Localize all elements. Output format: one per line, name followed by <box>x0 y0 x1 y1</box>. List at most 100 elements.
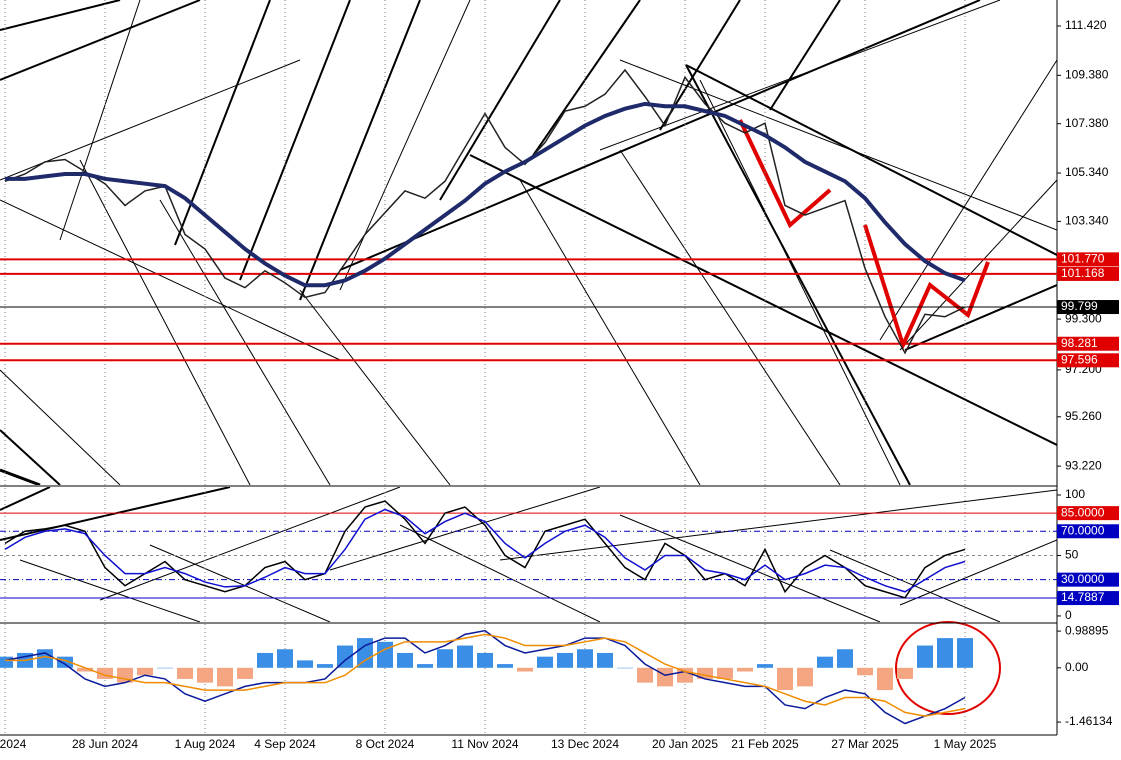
level-label: 98.281 <box>1061 336 1098 350</box>
y-tick-label: 99.300 <box>1065 311 1102 325</box>
histogram-bar <box>537 656 553 668</box>
level-tag <box>1057 252 1119 267</box>
histogram-bar <box>277 649 293 668</box>
series-line <box>4 500 966 599</box>
level-tag <box>1057 506 1119 521</box>
level-tag <box>1057 524 1119 539</box>
y-tick-label: 105.340 <box>1065 165 1109 179</box>
histogram-bar <box>557 652 573 668</box>
histogram-bar <box>397 652 413 668</box>
x-tick-label: 27 Mar 2025 <box>831 737 899 751</box>
histogram-bar <box>377 641 393 668</box>
histogram-bar <box>917 645 933 668</box>
histogram-bar <box>97 667 113 679</box>
histogram-bar <box>497 664 513 668</box>
histogram-bar <box>937 638 953 668</box>
y-tick-label: 0 <box>1065 608 1072 622</box>
level-tag <box>1057 300 1119 315</box>
x-tick-label: 1 Aug 2024 <box>175 737 236 751</box>
y-tick-label: -1.46134 <box>1065 714 1113 728</box>
histogram-bar <box>477 652 493 668</box>
histogram-bar <box>577 649 593 668</box>
level-tag <box>1057 591 1119 606</box>
forecast-arrow <box>738 119 832 229</box>
histogram-bar <box>177 667 193 679</box>
histogram-bar <box>337 645 353 668</box>
highlight-circle <box>895 621 1001 715</box>
histogram-bar <box>197 667 213 683</box>
series-line <box>5 633 966 717</box>
histogram-bar <box>57 656 73 668</box>
histogram-bar <box>857 667 873 676</box>
histogram-bar <box>797 667 813 687</box>
histogram-bar <box>697 667 713 679</box>
histogram-bar <box>357 638 373 668</box>
x-tick-label: 20 Jan 2025 <box>652 737 718 751</box>
histogram-bar <box>257 652 273 668</box>
histogram-bar <box>837 649 853 668</box>
histogram-bar <box>657 667 673 687</box>
histogram-bar <box>237 667 253 679</box>
trend-lines <box>0 0 1057 485</box>
series-line <box>5 101 966 288</box>
oscillator-trend-lines <box>0 487 1057 622</box>
level-label: 101.770 <box>1061 252 1105 266</box>
x-tick-label: 11 Nov 2024 <box>451 737 518 751</box>
level-label: 101.168 <box>1061 266 1105 280</box>
y-tick-label: 100 <box>1065 487 1085 501</box>
x-tick-label: 8 Oct 2024 <box>356 737 415 751</box>
forecast-arrow <box>863 224 990 351</box>
level-label: 14.7887 <box>1061 590 1105 604</box>
histogram-bar <box>437 649 453 668</box>
series-line <box>4 508 966 593</box>
histogram-bar <box>317 664 333 668</box>
histogram-bar <box>157 667 173 669</box>
histogram-bar <box>817 656 833 668</box>
level-label: 97.596 <box>1061 352 1098 366</box>
histogram-bar <box>517 667 533 672</box>
histogram-bar <box>137 667 153 676</box>
x-tick-label: 28 Jun 2024 <box>72 737 138 751</box>
y-tick-label: 109.380 <box>1065 68 1109 82</box>
level-tag <box>1057 353 1119 368</box>
level-label: 70.0000 <box>1061 523 1105 537</box>
x-tick-label: ay 2024 <box>0 737 27 751</box>
level-label: 85.0000 <box>1061 505 1105 519</box>
histogram-bar <box>717 667 733 679</box>
level-tag <box>1057 572 1119 587</box>
histogram-bar <box>957 638 973 668</box>
histogram-bar <box>877 667 893 691</box>
y-tick-label: 0.00 <box>1065 660 1089 674</box>
x-tick-label: 1 May 2025 <box>934 737 997 751</box>
histogram-bar <box>457 645 473 668</box>
level-label: 99.799 <box>1061 299 1098 313</box>
histogram-bar <box>777 667 793 691</box>
y-tick-label: 0.98895 <box>1065 623 1109 637</box>
histogram-bar <box>597 652 613 668</box>
x-tick-label: 4 Sep 2024 <box>254 737 316 751</box>
y-tick-label: 111.420 <box>1065 18 1107 32</box>
histogram-bar <box>37 649 53 668</box>
histogram-bar <box>77 667 93 672</box>
histogram-bar <box>757 664 773 668</box>
y-tick-label: 93.220 <box>1065 458 1102 472</box>
y-tick-label: 103.340 <box>1065 214 1109 228</box>
level-tag <box>1057 266 1119 281</box>
series-line <box>4 629 966 725</box>
x-tick-label: 13 Dec 2024 <box>551 737 619 751</box>
histogram-bar <box>417 664 433 668</box>
histogram-bar <box>737 667 753 672</box>
histogram-bar <box>617 667 633 669</box>
histogram-bar <box>0 656 13 668</box>
y-tick-label: 50 <box>1065 548 1079 562</box>
histogram-bar <box>637 667 653 683</box>
level-label: 30.0000 <box>1061 572 1105 586</box>
histogram-bar <box>297 660 313 668</box>
y-tick-label: 107.380 <box>1065 116 1109 130</box>
level-tag <box>1057 336 1119 351</box>
y-tick-label: 95.260 <box>1065 409 1102 423</box>
x-tick-label: 21 Feb 2025 <box>731 737 799 751</box>
histogram-bar <box>897 667 913 679</box>
